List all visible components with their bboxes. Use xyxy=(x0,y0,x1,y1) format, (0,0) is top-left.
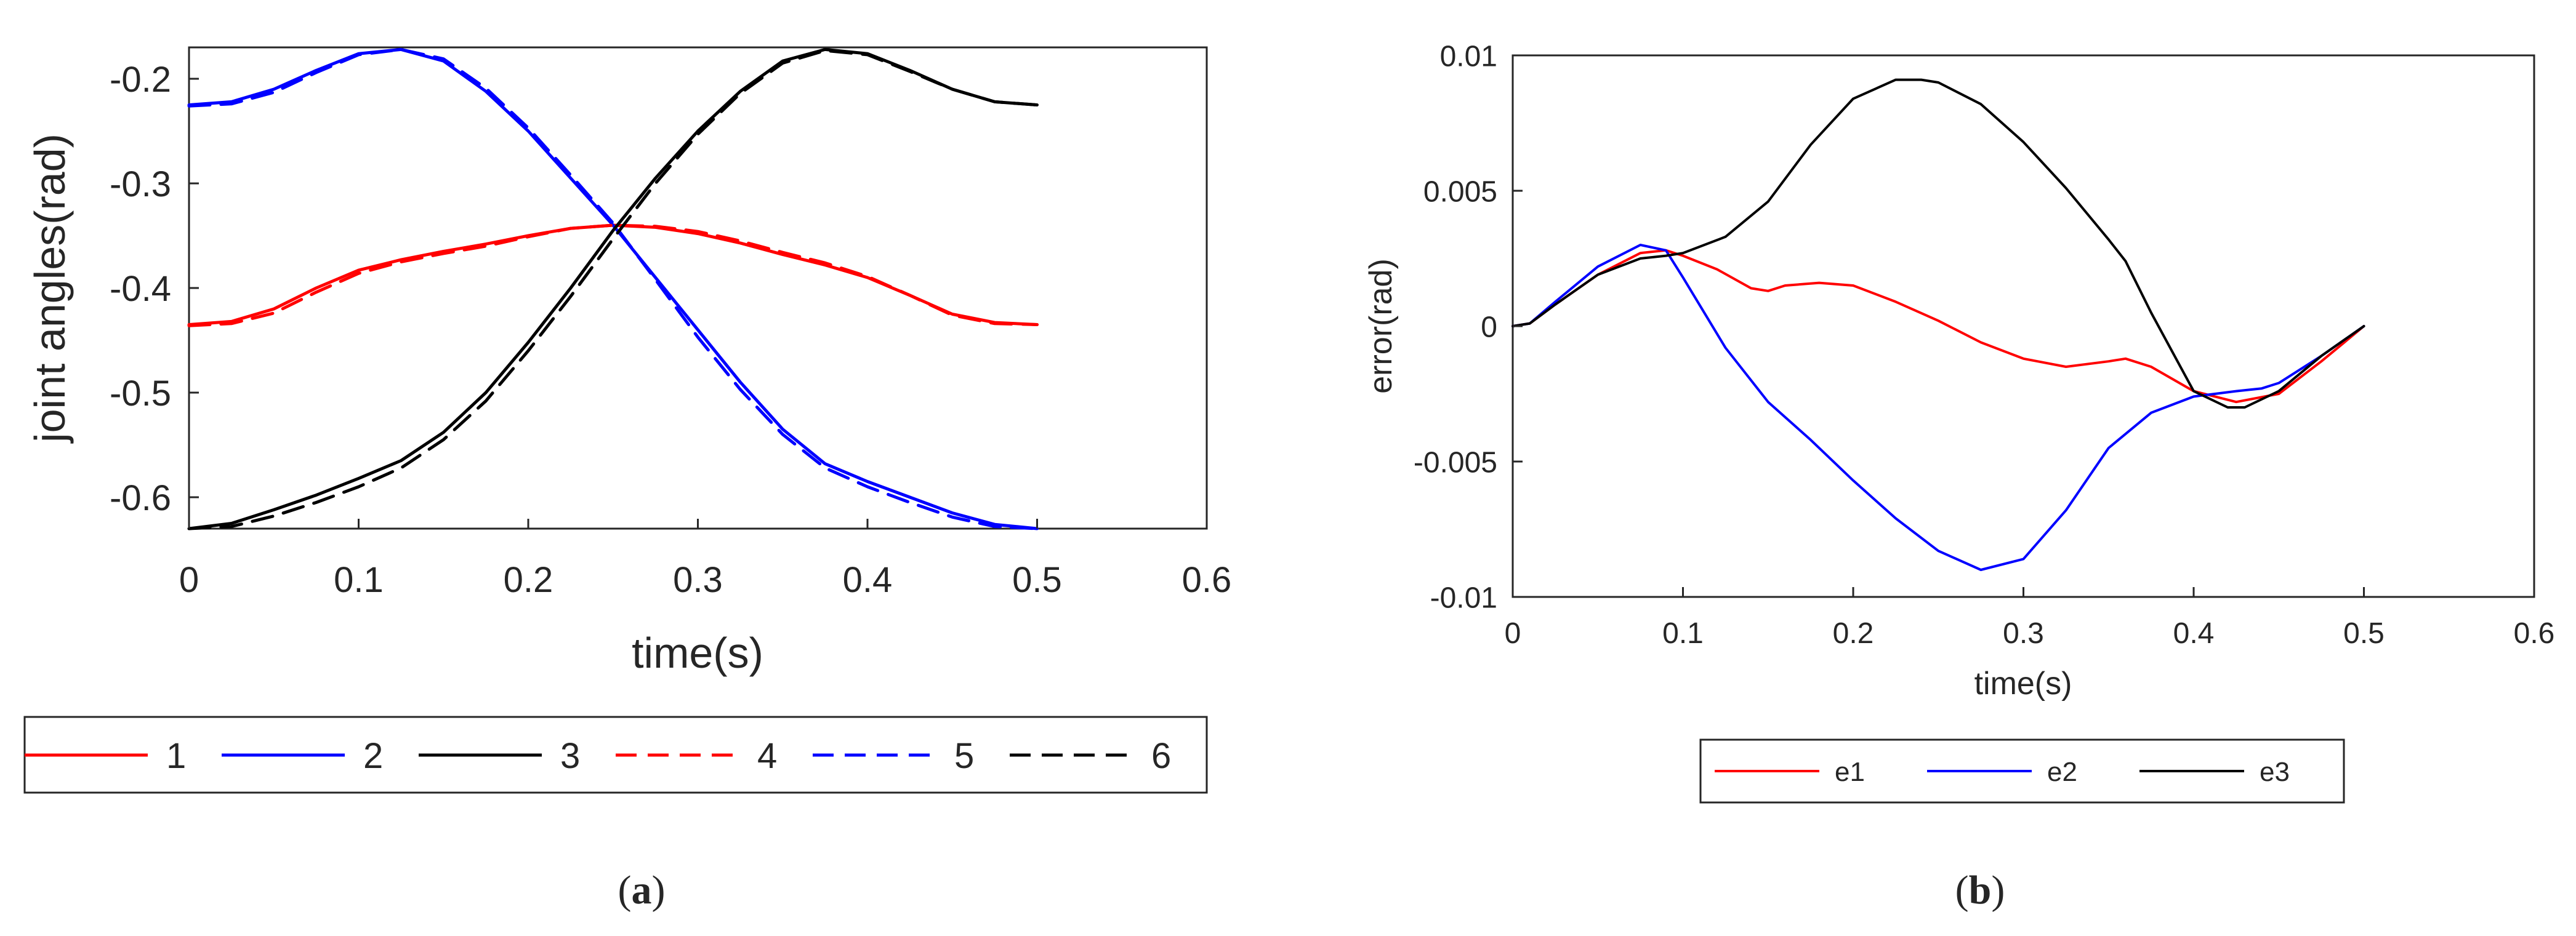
panel-a-x-tick-label: 0.3 xyxy=(673,560,723,600)
panel-b-x-tick-label: 0.3 xyxy=(2003,617,2044,650)
panel-b-x-tick-label: 0.6 xyxy=(2514,617,2555,650)
panel-a-legend-label-6: 6 xyxy=(1151,736,1171,776)
panel-b-x-tick-label: 0.4 xyxy=(2173,617,2215,650)
panel-b-y-tick-label: 0.005 xyxy=(1423,175,1497,208)
panel-a-y-tick-label: -0.3 xyxy=(110,164,171,204)
panel-b-series-e3-line xyxy=(1511,78,2365,409)
panel-b-caption: (b) xyxy=(1955,868,2005,913)
panel-b-y-tick-label: 0 xyxy=(1481,311,1497,343)
panel-a-legend-label-1: 1 xyxy=(166,736,186,776)
panel-b-legend-label-e2: e2 xyxy=(2047,757,2077,787)
panel-a-x-tick-label: 0.2 xyxy=(504,560,553,600)
panel-b-legend-label-e1: e1 xyxy=(1835,757,1865,787)
panel-b-x-tick-label: 0.5 xyxy=(2343,617,2385,650)
panel-b-x-tick-label: 0 xyxy=(1505,617,1521,650)
panel-a-x-ticks: 0 0.1 0.2 0.3 0.4 0.5 0.6 xyxy=(179,519,1231,600)
panel-a-y-tick-label: -0.2 xyxy=(110,60,171,100)
panel-a-legend-label-4: 4 xyxy=(757,736,777,776)
panel-a-x-tick-label: 0.4 xyxy=(843,560,893,600)
panel-a-x-tick-label: 0 xyxy=(179,560,199,600)
panel-b-legend: e1 e2 e3 xyxy=(1715,757,2290,787)
panel-a-caption: (a) xyxy=(618,868,666,913)
panel-a-series-group xyxy=(187,47,1039,530)
panel-a-series-5-line xyxy=(187,47,1039,530)
panel-a-x-axis-label: time(s) xyxy=(632,629,763,677)
panel-a-y-tick-label: -0.5 xyxy=(110,374,171,414)
panel-a-x-tick-label: 0.6 xyxy=(1182,560,1232,600)
panel-b-series-e1-line xyxy=(1511,249,2365,404)
panel-a-x-tick-label: 0.5 xyxy=(1012,560,1062,600)
panel-a-legend: 1 2 3 4 5 6 xyxy=(25,736,1171,776)
panel-b-series-e2-line xyxy=(1511,244,2365,571)
panel-b-legend-label-e3: e3 xyxy=(2260,757,2290,787)
panel-a-legend-label-5: 5 xyxy=(954,736,974,776)
panel-a-series-6-line xyxy=(187,49,1039,530)
panel-a-y-tick-label: -0.4 xyxy=(110,269,171,309)
panel-b-x-tick-label: 0.1 xyxy=(1662,617,1704,650)
panel-a-x-tick-label: 0.1 xyxy=(334,560,384,600)
panel-a-series-4-line xyxy=(187,223,1039,327)
panel-b-plot-area xyxy=(1511,54,2535,598)
panel-a-plot-area xyxy=(188,46,1208,530)
panel-b-y-ticks: -0.01 -0.005 0 0.005 0.01 xyxy=(1414,40,1523,614)
panel-b-x-tick-label: 0.2 xyxy=(1833,617,1874,650)
panel-b-y-axis-label: error(rad) xyxy=(1363,258,1399,394)
panel-a-legend-label-2: 2 xyxy=(363,736,383,776)
panel-b-x-axis-label: time(s) xyxy=(1974,666,2072,702)
panel-a-y-axis-label: joint angles(rad) xyxy=(26,134,74,444)
panel-b-error-chart: 0 0.1 0.2 0.3 0.4 0.5 0.6 -0.01 -0.005 0 0.005 0.0… xyxy=(1363,40,2554,913)
panel-b-x-ticks: 0 0.1 0.2 0.3 0.4 0.5 0.6 xyxy=(1505,587,2555,650)
panel-b-y-tick-label: -0.005 xyxy=(1414,446,1497,479)
panel-a-series-2-line xyxy=(187,47,1039,530)
panel-a-joint-angles-chart: 0 0.1 0.2 0.3 0.4 0.5 0.6 -0.6 -0.5 -0.4 -0.3 -0.2… xyxy=(23,46,1231,913)
panel-b-series-group xyxy=(1511,78,2365,571)
panel-a-legend-label-3: 3 xyxy=(560,736,580,776)
panel-a-y-ticks: -0.6 -0.5 -0.4 -0.3 -0.2 xyxy=(110,60,199,518)
panel-b-y-tick-label: -0.01 xyxy=(1430,582,1497,614)
panel-b-y-tick-label: 0.01 xyxy=(1440,40,1497,73)
panel-a-y-tick-label: -0.6 xyxy=(110,478,171,518)
